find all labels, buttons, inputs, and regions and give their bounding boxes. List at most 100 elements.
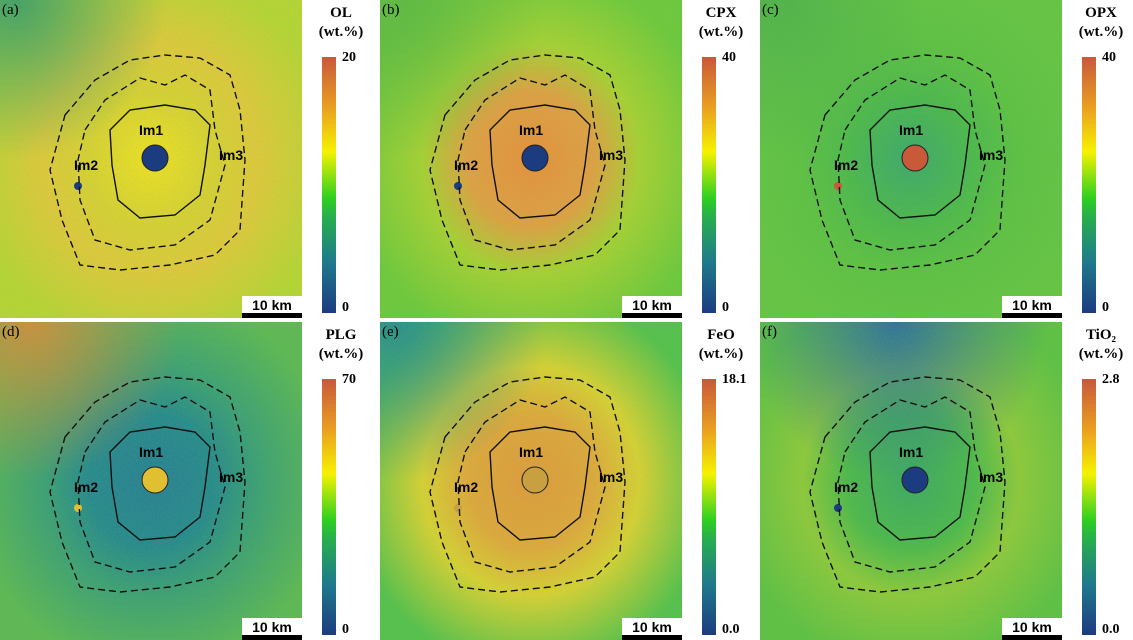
- colorbar-max: 40: [722, 50, 736, 65]
- colorbar: [322, 379, 336, 635]
- colorbar-title: FeO (wt.%): [698, 327, 744, 362]
- contour-im1: [109, 104, 211, 219]
- scale-bar: [242, 635, 302, 640]
- scale-bar-label: 10 km: [622, 618, 682, 636]
- contour-im2: [77, 74, 226, 251]
- contour-im3: [49, 376, 246, 593]
- scale-bar: [1002, 635, 1062, 640]
- scale-bar-label: 10 km: [622, 296, 682, 314]
- contour-im2: [457, 396, 606, 573]
- unit-label-im1: Im1: [899, 122, 923, 138]
- unit-label-im1: Im1: [519, 122, 543, 138]
- colorbar: [702, 379, 716, 635]
- abundance-map: Im1 Im2 Im3 (e) 10 km: [380, 322, 682, 640]
- contour-im1: [869, 426, 971, 541]
- central-crater: [141, 466, 169, 494]
- map-panel: Im1 Im2 Im3 (e) 10 km FeO (wt.%) 18.1 0.0: [380, 322, 757, 640]
- abundance-map: Im1 Im2 Im3 (c) 10 km: [760, 0, 1062, 318]
- contour-im2: [457, 74, 606, 251]
- colorbar-title: OL (wt.%): [318, 5, 364, 40]
- colorbar-min: 0: [1102, 300, 1109, 315]
- panel-label: (c): [762, 2, 779, 18]
- contour-im2: [837, 74, 986, 251]
- map-panel: Im1 Im2 Im3 (f) 10 km TiO₂ (wt.%) 2.8 0.0: [760, 322, 1133, 640]
- map-panel: Im1 Im2 Im3 (c) 10 km OPX (wt.%) 40 0: [760, 0, 1133, 318]
- map-panel: Im1 Im2 Im3 (d) 10 km PLG (wt.%) 70 0: [0, 322, 377, 640]
- scale-bar-label: 10 km: [242, 296, 302, 314]
- unit-label-im1: Im1: [899, 444, 923, 460]
- central-crater: [901, 466, 929, 494]
- unit-label-im3: Im3: [599, 469, 623, 485]
- colorbar: [1082, 57, 1096, 313]
- panel-label: (f): [762, 324, 777, 340]
- abundance-map: Im1 Im2 Im3 (b) 10 km: [380, 0, 682, 318]
- colorbar-min: 0.0: [722, 622, 740, 637]
- colorbar: [322, 57, 336, 313]
- colorbar-min: 0: [342, 622, 349, 637]
- small-crater: [834, 504, 842, 512]
- contour-im3: [429, 54, 626, 271]
- colorbar-min: 0.0: [1102, 622, 1120, 637]
- map-panel: Im1 Im2 Im3 (a) 10 km OL (wt.%) 20 0: [0, 0, 377, 318]
- contour-im3: [809, 54, 1006, 271]
- colorbar-max: 20: [342, 50, 356, 65]
- colorbar: [1082, 379, 1096, 635]
- central-crater: [141, 144, 169, 172]
- colorbar-title: TiO₂ (wt.%): [1078, 327, 1124, 362]
- contour-im3: [809, 376, 1006, 593]
- colorbar-max: 40: [1102, 50, 1116, 65]
- contour-im1: [489, 426, 591, 541]
- scale-bar-label: 10 km: [1002, 618, 1062, 636]
- unit-label-im2: Im2: [834, 479, 858, 495]
- small-crater: [834, 182, 842, 190]
- scale-bar: [242, 313, 302, 318]
- unit-label-im3: Im3: [979, 469, 1003, 485]
- unit-label-im2: Im2: [454, 479, 478, 495]
- panel-label: (b): [382, 2, 400, 18]
- unit-label-im3: Im3: [599, 147, 623, 163]
- colorbar-title: CPX (wt.%): [698, 5, 744, 40]
- colorbar-max: 70: [342, 372, 356, 387]
- colorbar-max: 2.8: [1102, 372, 1120, 387]
- colorbar-min: 0: [722, 300, 729, 315]
- small-crater: [454, 504, 462, 512]
- panel-label: (a): [2, 2, 19, 18]
- contour-im3: [429, 376, 626, 593]
- scale-bar: [1002, 313, 1062, 318]
- panel-label: (e): [382, 324, 399, 340]
- unit-label-im3: Im3: [219, 147, 243, 163]
- colorbar-max: 18.1: [722, 372, 747, 387]
- scale-bar: [622, 313, 682, 318]
- small-crater: [74, 182, 82, 190]
- central-crater: [901, 144, 929, 172]
- scale-bar: [622, 635, 682, 640]
- central-crater: [521, 144, 549, 172]
- scale-bar-label: 10 km: [242, 618, 302, 636]
- unit-label-im3: Im3: [979, 147, 1003, 163]
- unit-label-im2: Im2: [74, 479, 98, 495]
- unit-label-im2: Im2: [74, 157, 98, 173]
- map-panel: Im1 Im2 Im3 (b) 10 km CPX (wt.%) 40 0: [380, 0, 757, 318]
- abundance-map: Im1 Im2 Im3 (f) 10 km: [760, 322, 1062, 640]
- small-crater: [454, 182, 462, 190]
- contour-im1: [109, 426, 211, 541]
- contour-im1: [869, 104, 971, 219]
- colorbar-title: PLG (wt.%): [318, 327, 364, 362]
- contour-im3: [49, 54, 246, 271]
- unit-label-im1: Im1: [139, 122, 163, 138]
- unit-label-im1: Im1: [139, 444, 163, 460]
- central-crater: [521, 466, 549, 494]
- unit-label-im3: Im3: [219, 469, 243, 485]
- contour-im2: [837, 396, 986, 573]
- contour-im2: [77, 396, 226, 573]
- abundance-map: Im1 Im2 Im3 (a) 10 km: [0, 0, 302, 318]
- scale-bar-label: 10 km: [1002, 296, 1062, 314]
- colorbar-title: OPX (wt.%): [1078, 5, 1124, 40]
- small-crater: [74, 504, 82, 512]
- abundance-map: Im1 Im2 Im3 (d) 10 km: [0, 322, 302, 640]
- panel-label: (d): [2, 324, 20, 340]
- colorbar: [702, 57, 716, 313]
- unit-label-im2: Im2: [834, 157, 858, 173]
- unit-label-im1: Im1: [519, 444, 543, 460]
- unit-label-im2: Im2: [454, 157, 478, 173]
